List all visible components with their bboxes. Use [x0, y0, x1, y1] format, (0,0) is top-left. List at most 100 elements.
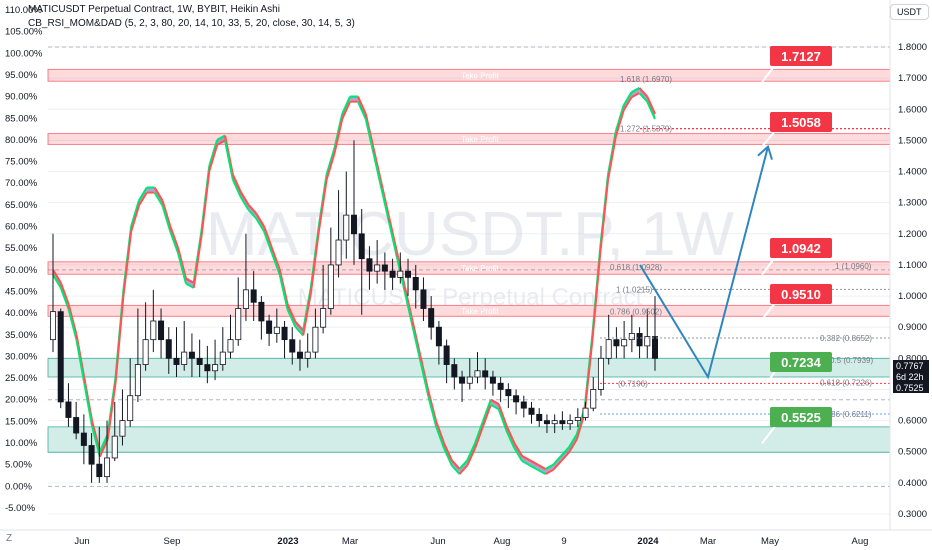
rsi-down-segment	[52, 269, 62, 284]
arrow-head	[757, 144, 773, 160]
rsi-signal-segment	[419, 361, 430, 397]
right-tick-label: 0.5000	[898, 447, 927, 458]
symbol-title[interactable]: MATICUSDT Perpetual Contract, 1W, BYBIT,…	[28, 4, 280, 15]
rsi-down-segment	[419, 356, 430, 392]
rsi-signal-segment	[614, 109, 625, 137]
rsi-down-segment	[59, 282, 70, 305]
target-value: 1.7127	[781, 49, 821, 64]
rsi-signal-segment	[185, 282, 195, 289]
rsi-down-segment	[513, 442, 524, 457]
candle-down	[204, 364, 211, 372]
rsi-down-segment	[646, 96, 657, 115]
rsi-signal-segment	[521, 460, 531, 467]
rsi-down-segment	[67, 304, 78, 336]
z-button[interactable]: Z	[6, 533, 13, 544]
candle-up	[397, 270, 404, 278]
rsi-down-segment	[161, 200, 172, 227]
rsi-down-segment	[372, 148, 383, 184]
time-tick-label: Aug	[494, 536, 511, 547]
rsi-down-segment	[263, 226, 273, 249]
candle-up	[134, 364, 141, 397]
rsi-signal-segment	[138, 192, 148, 207]
candle-up	[551, 420, 558, 425]
left-tick-label: 50.00%	[5, 265, 38, 276]
target-value: 0.7234	[781, 355, 822, 370]
rsi-down-segment	[505, 425, 516, 444]
rsi-signal-segment	[474, 426, 484, 449]
candle-down	[489, 376, 496, 384]
candle-down	[188, 351, 195, 359]
candle-up	[644, 336, 651, 347]
left-tick-label: 40.00%	[5, 308, 38, 319]
left-tick-label: 80.00%	[5, 135, 38, 146]
candle-up	[50, 311, 57, 341]
left-tick-label: -5.00%	[5, 503, 36, 514]
candle-down	[266, 320, 273, 334]
currency-badge[interactable]: USDT	[890, 4, 929, 20]
rsi-signal-segment	[458, 464, 469, 475]
rsi-signal-segment	[59, 287, 70, 310]
rsi-up-segment	[568, 433, 578, 448]
left-tick-label: 95.00%	[5, 70, 38, 81]
left-tick-label: 10.00%	[5, 438, 38, 449]
rsi-signal-segment	[270, 252, 281, 276]
rsi-signal-segment	[130, 205, 140, 232]
rsi-down-segment	[364, 113, 375, 149]
candle-down	[389, 270, 396, 278]
rsi-signal-segment	[497, 408, 508, 432]
candle-down	[381, 264, 388, 272]
rsi-signal-segment	[560, 451, 570, 462]
rsi-signal-segment	[286, 309, 297, 328]
take-profit-label: Take Profit	[461, 71, 500, 80]
rsi-signal-segment	[537, 468, 547, 475]
right-axis[interactable]: 1.8000 1.7000 1.6000 1.5000 1.4000 1.3000 1.20…	[889, 0, 927, 530]
price-tag-box	[893, 371, 929, 382]
right-tick-label: 1.2000	[898, 229, 927, 240]
rsi-signal-segment	[91, 426, 101, 457]
rsi-up-segment	[560, 446, 570, 457]
candle-down	[613, 339, 620, 347]
candle-down	[559, 420, 566, 425]
right-tick-label: 1.4000	[898, 167, 927, 178]
projection-arrow	[639, 144, 773, 380]
rsi-down-segment	[442, 442, 453, 461]
rsi-signal-segment	[380, 187, 391, 224]
watermark-symbol: MATICUSDT.P, 1W	[206, 200, 735, 269]
rsi-signal-segment	[317, 179, 328, 232]
right-tick-label: 1.1000	[898, 260, 927, 271]
price-tag-text: 6d 22h	[896, 372, 924, 382]
rsi-signal-segment	[67, 309, 78, 341]
candle-down	[158, 320, 165, 341]
candle-up	[150, 320, 157, 341]
rsi-signal-segment	[341, 101, 352, 120]
rsi-down-segment	[231, 174, 242, 193]
price-tag-box	[893, 382, 929, 393]
time-axis[interactable]: Jun Sep 2023 Mar Jun Aug 9 2024 Mar May Aug	[0, 529, 932, 547]
rsi-signal-segment	[325, 153, 336, 180]
target-leader	[761, 301, 777, 320]
candle-up	[335, 239, 342, 266]
time-tick-label: May	[761, 536, 779, 547]
rsi-up-segment	[138, 186, 148, 202]
candle-down	[358, 233, 365, 260]
target-leader	[761, 63, 777, 83]
candle-down	[57, 311, 64, 403]
rsi-down-segment	[255, 212, 266, 228]
left-tick-label: 55.00%	[5, 243, 38, 254]
target-box	[770, 352, 832, 372]
indicator-legend[interactable]: CB_RSI_MOM&DAD (5, 2, 3, 80, 20, 14, 10,…	[28, 18, 355, 29]
rsi-down-segment	[380, 182, 391, 219]
rsi-up-segment	[458, 459, 469, 470]
candle-down	[289, 339, 296, 353]
target-value: 0.9510	[781, 287, 821, 302]
candle-down	[80, 432, 87, 446]
rsi-signal-segment	[192, 235, 203, 288]
rsi-signal-segment	[247, 209, 258, 220]
fib-label: 1.618 (1.6970)	[620, 75, 672, 84]
candle-down	[350, 214, 357, 235]
candle-down	[173, 357, 180, 365]
rsi-signal-segment	[529, 464, 539, 471]
candle-down	[165, 339, 172, 359]
rsi-signal-segment	[98, 438, 109, 458]
